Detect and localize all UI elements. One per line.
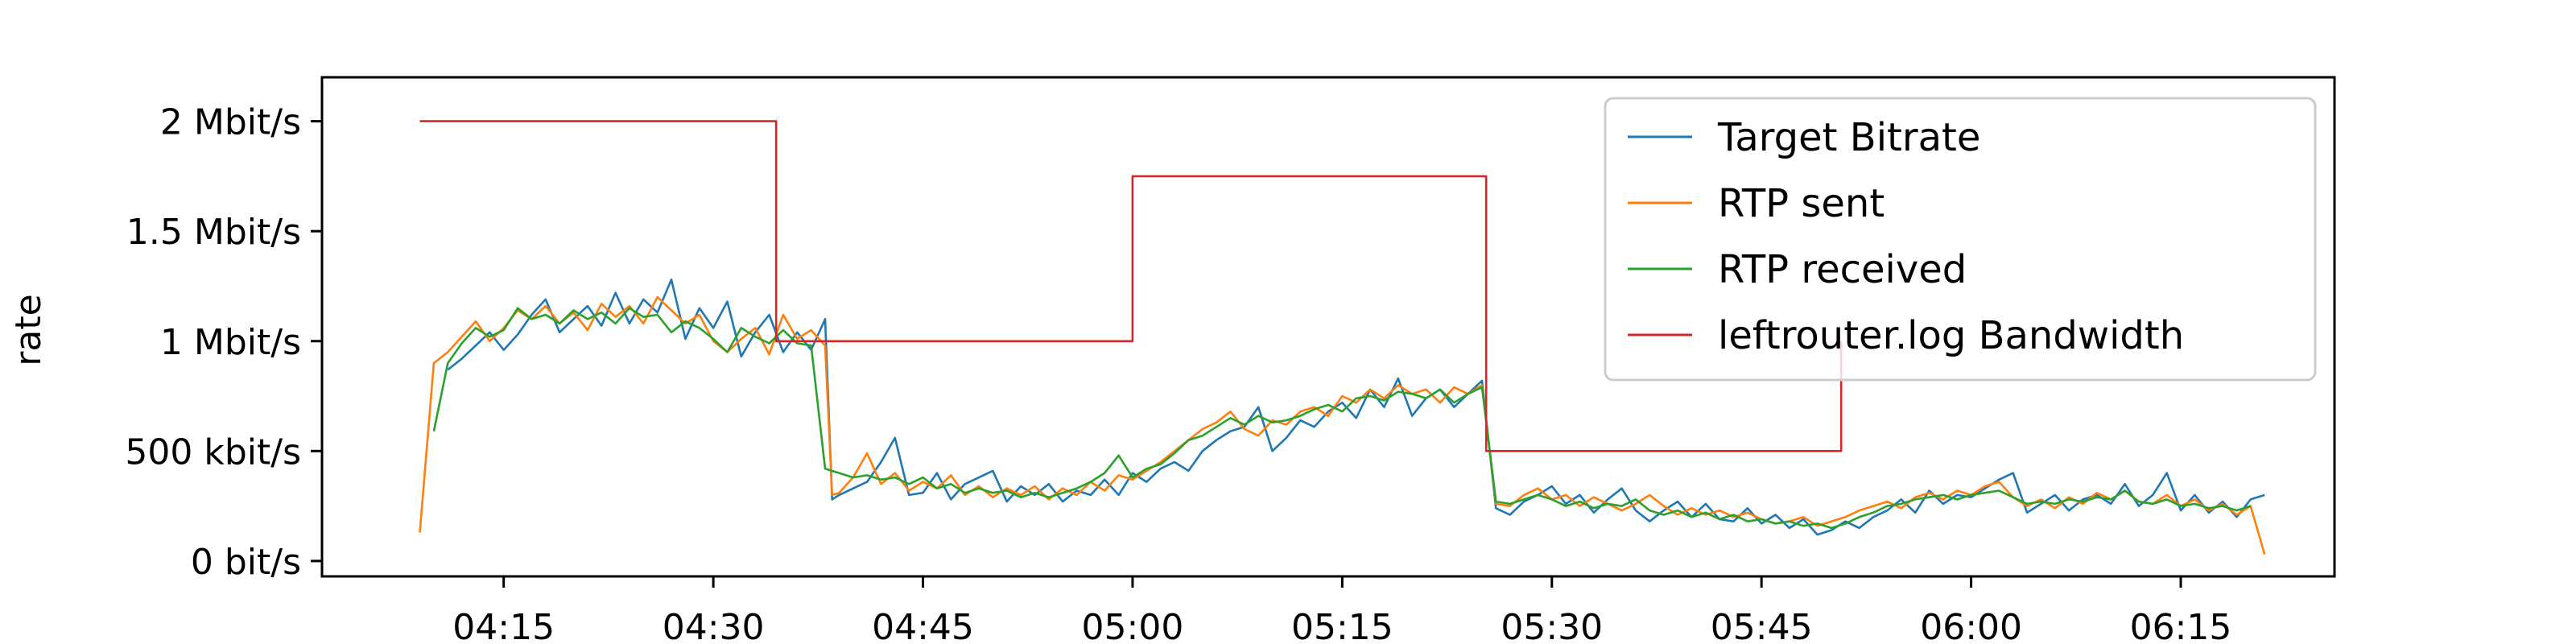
x-tick-label: 04:15	[452, 607, 555, 644]
y-tick-label: 0 bit/s	[191, 542, 301, 583]
legend: Target Bitrate RTP sent RTP received leftro…	[1604, 97, 2317, 382]
y-axis: 0 bit/s 500 kbit/s 1 Mbit/s 1.5 Mbit/s 2 Mbi…	[125, 102, 322, 583]
y-axis-label: rate	[8, 294, 49, 365]
x-tick-label: 05:30	[1501, 607, 1603, 644]
x-tick-label: 06:15	[2130, 607, 2232, 644]
x-tick-label: 05:15	[1291, 607, 1393, 644]
legend-label-1: RTP sent	[1718, 181, 1885, 226]
x-axis: 04:15 04:30 04:45 05:00 05:15 05:30 05:45 06:00…	[452, 576, 2231, 644]
x-tick-label: 04:30	[663, 607, 765, 644]
series-line-0	[447, 278, 2265, 536]
x-tick-label: 06:00	[1920, 607, 2022, 644]
x-tick-label: 05:45	[1711, 607, 1813, 644]
y-tick-label: 500 kbit/s	[125, 431, 301, 473]
x-tick-label: 04:45	[872, 607, 974, 644]
legend-label-0: Target Bitrate	[1717, 115, 1980, 160]
y-tick-label: 2 Mbit/s	[160, 102, 301, 143]
series-line-2	[432, 307, 2252, 530]
legend-label-2: RTP received	[1718, 247, 1967, 292]
series-layer	[419, 120, 2266, 555]
plot-frame	[320, 76, 2336, 578]
legend-label-3: leftrouter.log Bandwidth	[1718, 313, 2184, 358]
y-tick-label: 1 Mbit/s	[160, 322, 301, 363]
y-tick-label: 1.5 Mbit/s	[126, 212, 301, 253]
series-line-3	[419, 120, 1843, 452]
x-tick-label: 05:00	[1082, 607, 1184, 644]
legend-box	[1604, 97, 2317, 382]
